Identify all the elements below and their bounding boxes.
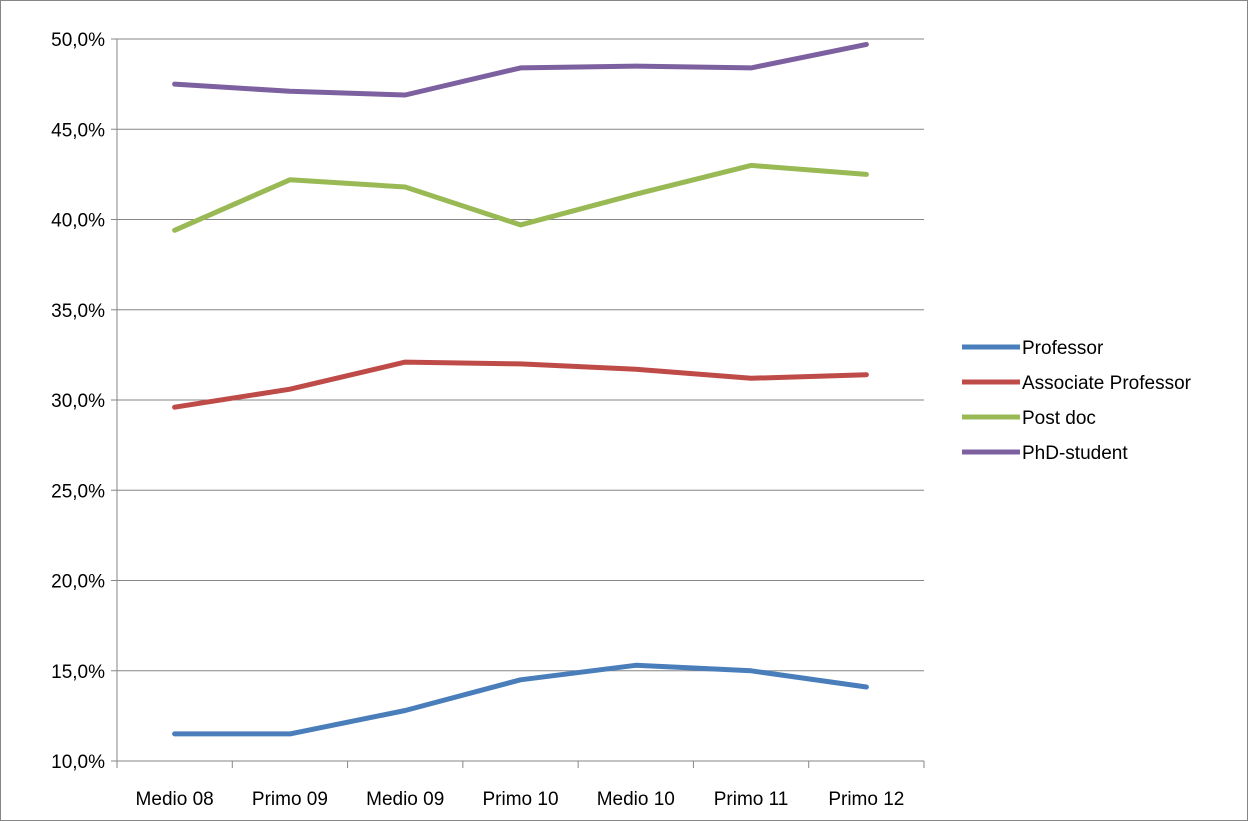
y-tick-label: 15,0% — [51, 662, 105, 683]
legend-item-phd-student: PhD-student — [962, 443, 1128, 464]
x-tick-label: Medio 10 — [597, 789, 675, 810]
legend: Professor Associate Professor Post doc PhD-… — [962, 338, 1192, 464]
x-tick-label: Primo 11 — [714, 789, 789, 810]
x-tick-label: Medio 08 — [136, 789, 214, 810]
x-tick-label: Primo 09 — [252, 789, 328, 810]
legend-label: Associate Professor — [1022, 373, 1192, 394]
series-line-professor — [172, 662, 869, 737]
y-tick-label: 20,0% — [51, 572, 105, 593]
x-tick-label: Primo 12 — [828, 789, 904, 810]
x-axis-tick-labels: Medio 08 Primo 09 Medio 09 Primo 10 Medio 10… — [136, 789, 905, 810]
x-tick-label: Medio 09 — [366, 789, 444, 810]
axes — [116, 39, 925, 768]
legend-label: Post doc — [1022, 408, 1096, 429]
y-tick-label: 50,0% — [51, 30, 105, 51]
y-tick-label: 45,0% — [51, 120, 105, 141]
legend-item-post-doc: Post doc — [962, 408, 1096, 429]
y-tick-label: 35,0% — [51, 301, 105, 322]
series-line-phd-student — [172, 41, 869, 98]
y-tick-label: 10,0% — [51, 752, 105, 773]
y-tick-label: 30,0% — [51, 391, 105, 412]
y-axis-tick-labels: 10,0% 15,0% 20,0% 25,0% 30,0% 35,0% 40,0% 45,0%… — [51, 30, 105, 773]
legend-label: Professor — [1022, 338, 1104, 359]
legend-item-professor: Professor — [962, 338, 1104, 359]
legend-item-associate-professor: Associate Professor — [962, 373, 1192, 394]
series-line-post-doc — [172, 162, 869, 233]
y-tick-label: 25,0% — [51, 481, 105, 502]
x-tick-label: Primo 10 — [482, 789, 558, 810]
series-line-associate-professor — [172, 359, 869, 410]
series-lines — [172, 41, 869, 737]
y-tick-label: 40,0% — [51, 211, 105, 232]
legend-label: PhD-student — [1022, 443, 1128, 464]
